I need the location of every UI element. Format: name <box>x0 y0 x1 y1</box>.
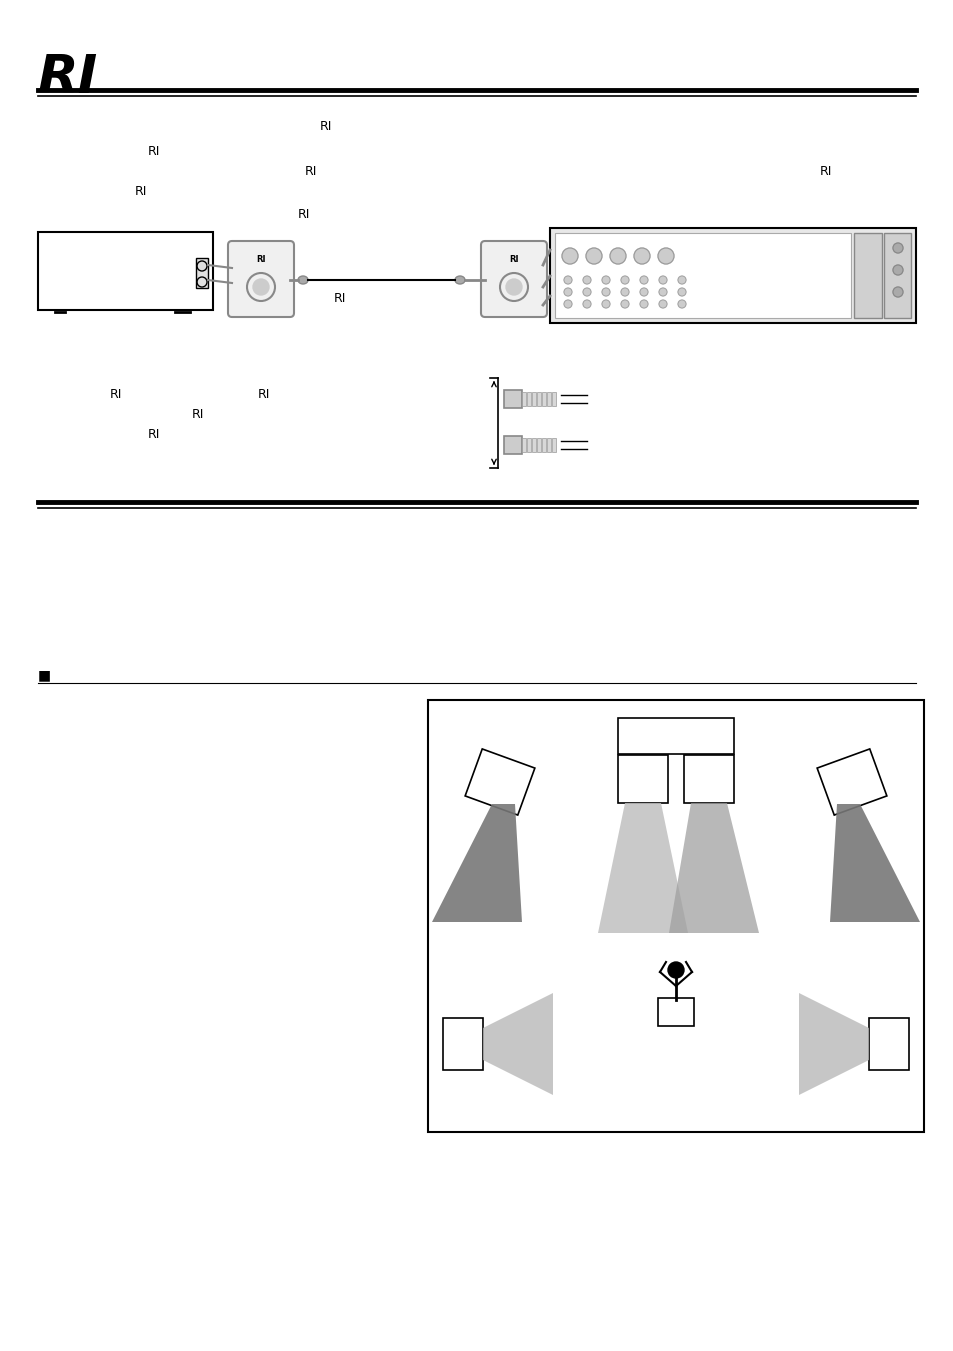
Bar <box>537 392 540 407</box>
Bar <box>537 438 540 453</box>
Circle shape <box>892 265 902 276</box>
Bar <box>552 438 556 453</box>
Text: RI: RI <box>334 292 346 305</box>
Circle shape <box>601 276 609 284</box>
Bar <box>541 392 545 407</box>
Polygon shape <box>668 802 759 934</box>
Text: RI: RI <box>110 388 122 401</box>
Polygon shape <box>817 748 886 815</box>
Polygon shape <box>598 802 687 934</box>
Circle shape <box>563 276 572 284</box>
Circle shape <box>892 286 902 297</box>
Circle shape <box>678 276 685 284</box>
Circle shape <box>634 249 649 263</box>
Bar <box>521 438 525 453</box>
Bar <box>618 755 667 802</box>
Circle shape <box>563 300 572 308</box>
Circle shape <box>582 276 590 284</box>
Polygon shape <box>829 804 919 921</box>
FancyBboxPatch shape <box>228 240 294 317</box>
Ellipse shape <box>455 276 464 284</box>
Bar <box>503 390 521 408</box>
Bar <box>618 717 733 754</box>
Bar <box>555 232 850 317</box>
Bar <box>541 438 545 453</box>
Bar <box>38 232 213 309</box>
Bar <box>550 228 915 323</box>
Text: ■: ■ <box>38 667 51 682</box>
Circle shape <box>601 288 609 296</box>
Bar <box>683 755 733 802</box>
Circle shape <box>892 243 902 253</box>
Circle shape <box>659 300 666 308</box>
Bar <box>883 232 910 317</box>
Text: RI: RI <box>256 255 266 263</box>
Circle shape <box>659 288 666 296</box>
Text: RI: RI <box>820 165 832 178</box>
Bar <box>546 438 551 453</box>
Circle shape <box>563 288 572 296</box>
Circle shape <box>639 276 647 284</box>
Bar <box>195 258 208 288</box>
Bar <box>442 1019 482 1070</box>
Circle shape <box>582 300 590 308</box>
Text: RI: RI <box>148 145 160 158</box>
Bar <box>503 436 521 454</box>
Text: RI: RI <box>38 51 98 104</box>
Circle shape <box>639 300 647 308</box>
Bar <box>526 438 531 453</box>
Polygon shape <box>482 993 553 1096</box>
Circle shape <box>667 962 683 978</box>
Circle shape <box>561 249 578 263</box>
Circle shape <box>678 300 685 308</box>
Circle shape <box>609 249 625 263</box>
FancyBboxPatch shape <box>480 240 546 317</box>
Bar <box>658 998 693 1025</box>
Circle shape <box>620 288 628 296</box>
Bar <box>532 392 536 407</box>
Bar <box>521 392 525 407</box>
Bar <box>526 392 531 407</box>
Ellipse shape <box>297 276 308 284</box>
Circle shape <box>639 288 647 296</box>
Circle shape <box>253 280 269 295</box>
Text: RI: RI <box>257 388 270 401</box>
Text: RI: RI <box>192 408 204 422</box>
Circle shape <box>659 276 666 284</box>
Bar <box>428 700 923 1132</box>
Text: RI: RI <box>297 208 310 222</box>
Polygon shape <box>799 993 868 1096</box>
Text: RI: RI <box>509 255 518 263</box>
Bar <box>532 438 536 453</box>
Polygon shape <box>432 804 521 921</box>
Text: RI: RI <box>319 120 332 132</box>
Circle shape <box>658 249 673 263</box>
Circle shape <box>620 276 628 284</box>
Polygon shape <box>465 748 535 815</box>
Text: RI: RI <box>305 165 317 178</box>
Bar <box>546 392 551 407</box>
Circle shape <box>585 249 601 263</box>
Circle shape <box>505 280 521 295</box>
Circle shape <box>601 300 609 308</box>
Circle shape <box>620 300 628 308</box>
Bar <box>552 392 556 407</box>
Text: RI: RI <box>148 428 160 440</box>
Text: RI: RI <box>135 185 147 199</box>
Circle shape <box>678 288 685 296</box>
Bar <box>853 232 882 317</box>
Circle shape <box>582 288 590 296</box>
Bar <box>868 1019 908 1070</box>
